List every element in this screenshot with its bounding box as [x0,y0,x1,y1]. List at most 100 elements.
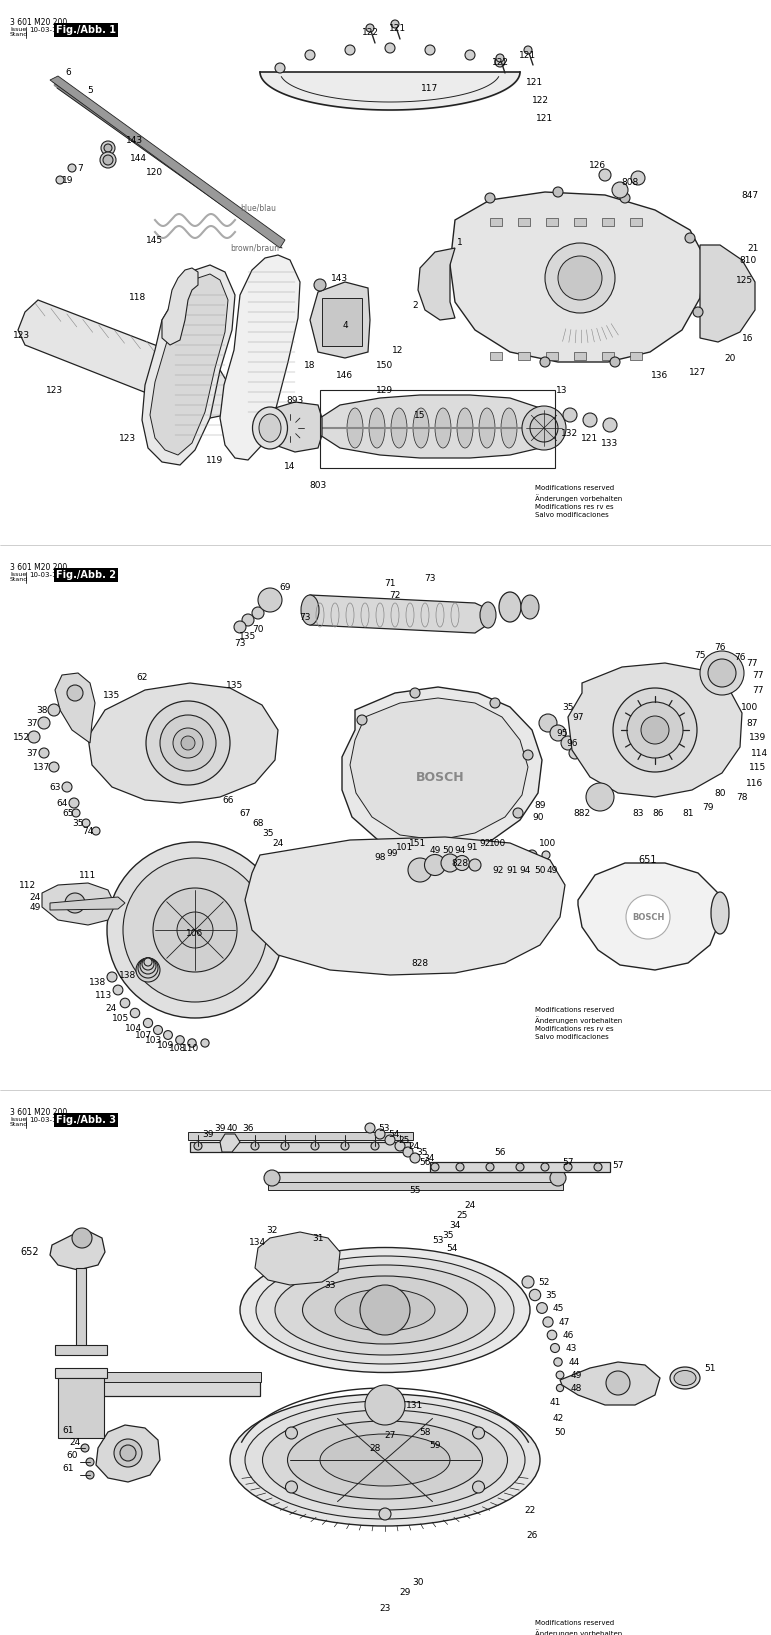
Bar [190,1141,410,1153]
Circle shape [425,855,446,875]
Text: 103: 103 [146,1035,163,1045]
Polygon shape [568,664,742,796]
Text: 94: 94 [520,865,530,875]
Circle shape [101,141,115,155]
Text: 121: 121 [389,23,406,33]
Polygon shape [560,1362,660,1404]
Text: 145: 145 [146,235,163,245]
Circle shape [550,724,566,741]
Circle shape [537,1303,547,1313]
Circle shape [613,688,697,772]
Circle shape [345,46,355,56]
Circle shape [396,1141,404,1149]
Text: 122: 122 [362,28,379,36]
Bar [602,352,614,360]
Circle shape [631,172,645,185]
Text: Stand: Stand [10,1122,29,1127]
Text: 77: 77 [746,659,758,667]
Circle shape [516,1162,524,1171]
Circle shape [512,849,524,862]
Text: 50: 50 [443,845,454,855]
Text: 133: 133 [601,438,618,448]
Polygon shape [305,595,490,633]
Text: 33: 33 [325,1280,335,1290]
Bar [58,1378,104,1439]
Text: 39: 39 [214,1123,226,1133]
Circle shape [72,809,80,818]
Text: 75: 75 [694,651,705,659]
Circle shape [181,736,195,750]
Text: 144: 144 [130,154,146,162]
Ellipse shape [480,602,496,628]
Circle shape [142,958,154,970]
Ellipse shape [230,1395,540,1525]
Text: 35: 35 [262,829,274,837]
Text: 37: 37 [26,718,38,728]
Circle shape [62,782,72,791]
Text: 123: 123 [13,330,31,340]
Circle shape [410,1153,420,1162]
Circle shape [542,850,550,858]
Circle shape [530,1290,540,1301]
Circle shape [391,20,399,28]
Text: 53: 53 [433,1236,444,1244]
Circle shape [700,651,744,695]
Text: 77: 77 [752,670,764,680]
Circle shape [123,858,267,1002]
Circle shape [708,659,736,687]
Circle shape [38,718,50,729]
Text: 125: 125 [736,276,753,284]
Text: 71: 71 [384,579,396,587]
Text: 116: 116 [746,778,763,788]
Polygon shape [350,698,528,840]
Circle shape [264,1171,280,1185]
Circle shape [138,958,158,978]
Text: 136: 136 [651,371,668,379]
Text: 828: 828 [452,858,469,868]
Circle shape [160,714,216,772]
Circle shape [379,1507,391,1521]
Text: 24: 24 [464,1200,476,1210]
Text: 143: 143 [332,273,348,283]
Text: 69: 69 [279,582,291,592]
Circle shape [641,716,669,744]
Text: 92: 92 [493,865,503,875]
Text: 20: 20 [724,353,736,363]
Circle shape [586,783,614,811]
Text: 72: 72 [389,590,401,600]
Circle shape [56,177,64,185]
Text: 134: 134 [250,1238,267,1246]
Text: 97: 97 [572,713,584,721]
Circle shape [194,1141,202,1149]
Polygon shape [88,683,278,803]
Text: 61: 61 [62,1463,74,1473]
Circle shape [408,858,432,881]
Bar [630,352,642,360]
Text: 117: 117 [422,83,439,93]
Text: 3 601 M20 200: 3 601 M20 200 [10,1109,67,1117]
Text: 35: 35 [443,1231,454,1239]
Circle shape [357,714,367,724]
Ellipse shape [262,1409,507,1511]
Bar [268,1182,563,1190]
Circle shape [547,1331,557,1339]
Ellipse shape [302,1275,467,1344]
Ellipse shape [479,409,495,448]
Bar [574,352,586,360]
Text: 37: 37 [26,749,38,757]
Polygon shape [220,255,300,459]
Text: 25: 25 [399,1135,409,1144]
Circle shape [527,850,537,860]
Text: 115: 115 [749,762,766,772]
Circle shape [556,1372,564,1378]
Circle shape [523,750,533,760]
Text: 49: 49 [571,1370,581,1380]
Text: 23: 23 [379,1604,391,1612]
Circle shape [513,808,523,818]
Circle shape [456,1162,464,1171]
Polygon shape [268,402,322,451]
Text: 143: 143 [126,136,143,144]
Text: 108: 108 [170,1043,187,1053]
Circle shape [48,705,60,716]
Bar [430,1162,610,1172]
